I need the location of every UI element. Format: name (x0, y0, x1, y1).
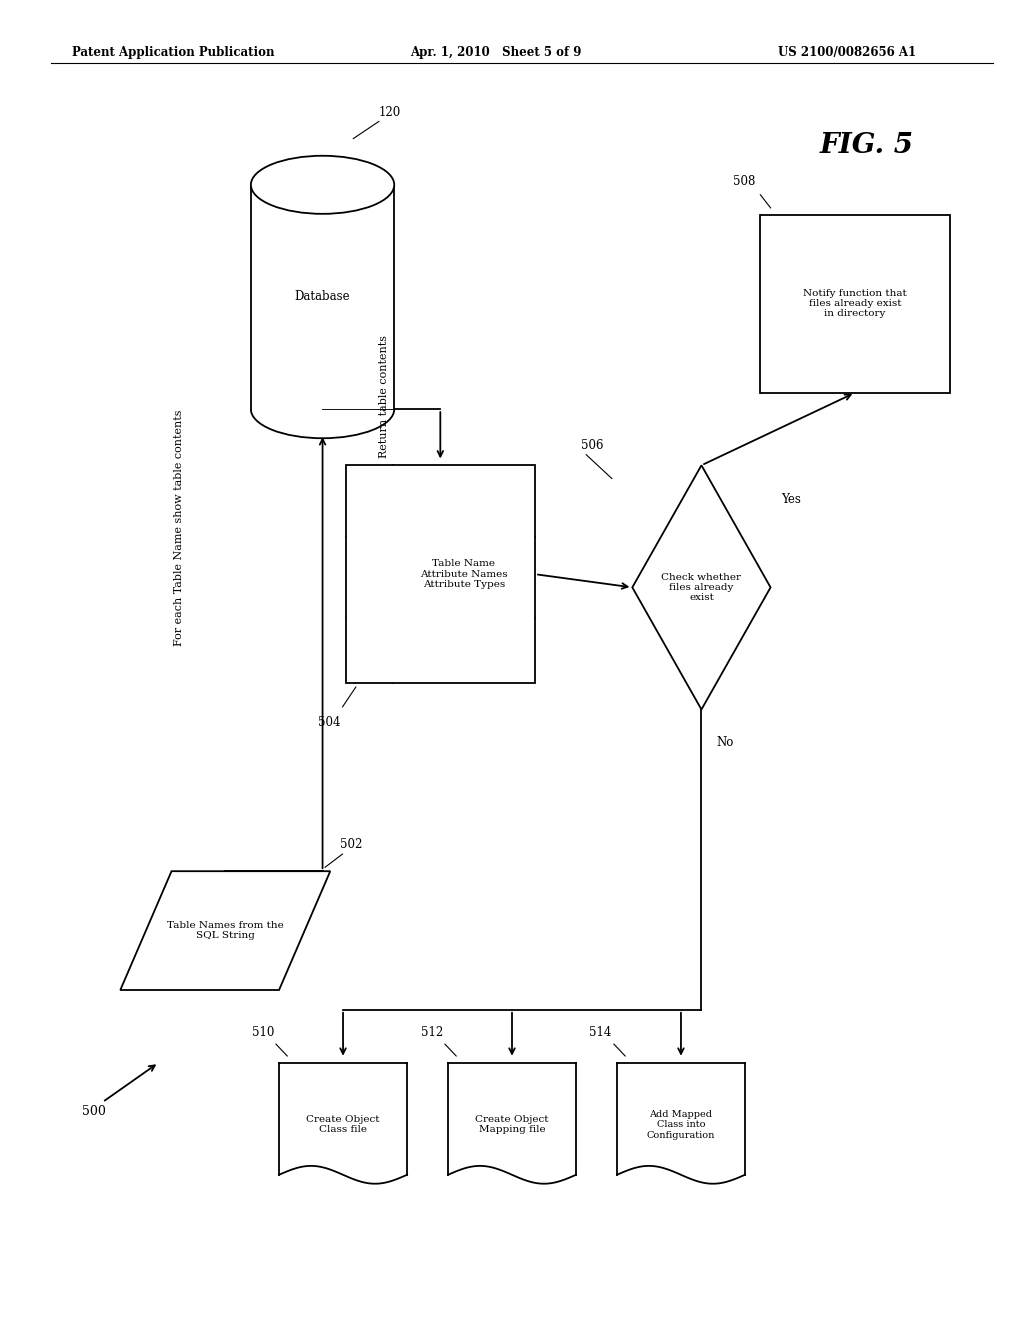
Text: 514: 514 (590, 1026, 612, 1039)
Text: Apr. 1, 2010   Sheet 5 of 9: Apr. 1, 2010 Sheet 5 of 9 (410, 46, 581, 59)
FancyBboxPatch shape (616, 1063, 745, 1175)
Text: 508: 508 (733, 176, 755, 187)
Ellipse shape (251, 156, 394, 214)
Text: Patent Application Publication: Patent Application Publication (72, 46, 274, 59)
Text: 502: 502 (340, 838, 362, 851)
Text: Notify function that
files already exist
in directory: Notify function that files already exist… (803, 289, 907, 318)
FancyBboxPatch shape (449, 1063, 575, 1175)
Text: No: No (717, 737, 734, 748)
Text: US 2100/0082656 A1: US 2100/0082656 A1 (778, 46, 916, 59)
Text: 500: 500 (82, 1105, 105, 1118)
Text: FIG. 5: FIG. 5 (819, 132, 913, 158)
Polygon shape (121, 871, 330, 990)
FancyBboxPatch shape (279, 1063, 408, 1175)
Text: For each Table Name show table contents: For each Table Name show table contents (174, 409, 184, 647)
Text: Return table contents: Return table contents (379, 334, 389, 458)
Text: 512: 512 (421, 1026, 442, 1039)
Text: 506: 506 (582, 440, 603, 451)
Text: Create Object
Mapping file: Create Object Mapping file (475, 1115, 549, 1134)
Text: Check whether
files already
exist: Check whether files already exist (662, 573, 741, 602)
FancyBboxPatch shape (346, 466, 535, 684)
Text: 510: 510 (252, 1026, 274, 1039)
Text: 504: 504 (318, 717, 340, 729)
Text: Create Object
Class file: Create Object Class file (306, 1115, 380, 1134)
Text: Yes: Yes (781, 494, 801, 507)
Text: 120: 120 (379, 106, 401, 119)
Text: Table Names from the
SQL String: Table Names from the SQL String (167, 921, 284, 940)
Text: Add Mapped
Class into
Configuration: Add Mapped Class into Configuration (647, 1110, 715, 1139)
Polygon shape (633, 465, 771, 710)
Text: Database: Database (295, 290, 350, 304)
FancyBboxPatch shape (251, 185, 394, 409)
FancyBboxPatch shape (760, 214, 950, 393)
Text: Table Name
Attribute Names
Attribute Types: Table Name Attribute Names Attribute Typ… (420, 560, 508, 589)
